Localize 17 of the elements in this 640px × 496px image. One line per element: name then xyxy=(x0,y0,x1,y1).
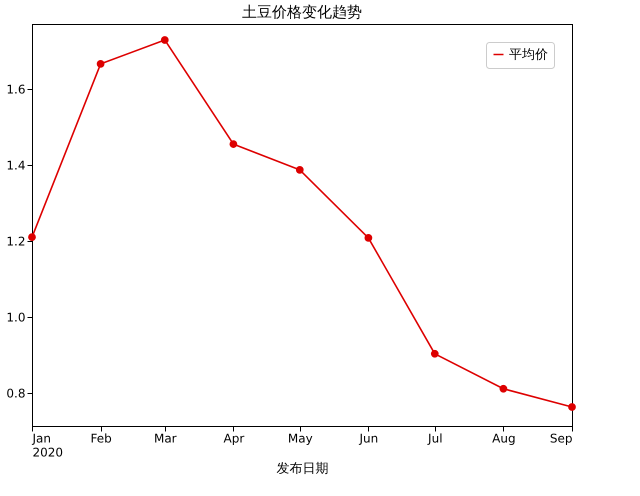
x-tick-label: Sep xyxy=(550,432,572,446)
x-tick-label: May xyxy=(288,432,313,446)
x-axis-title: 发布日期 xyxy=(276,462,328,476)
x-tick-label: Jul xyxy=(427,432,443,446)
x-tick-label: Aug xyxy=(492,432,516,446)
x-tick-label: Jun xyxy=(358,432,378,446)
y-tick-label: 1.2 xyxy=(6,234,26,248)
x-tick-label: Apr xyxy=(224,432,244,446)
x-tick-label: Feb xyxy=(90,432,112,446)
chart-title: 土豆价格变化趋势 xyxy=(242,3,362,21)
x-tick-label: Jan 2020 xyxy=(32,432,64,460)
y-tick-label: 1.6 xyxy=(6,82,26,96)
x-tick-label: Mar xyxy=(154,432,177,446)
y-tick-label: 0.8 xyxy=(6,386,26,400)
y-tick-label: 1.4 xyxy=(6,158,26,172)
legend-label: 平均价 xyxy=(509,48,548,62)
y-tick-label: 1.0 xyxy=(6,310,26,324)
